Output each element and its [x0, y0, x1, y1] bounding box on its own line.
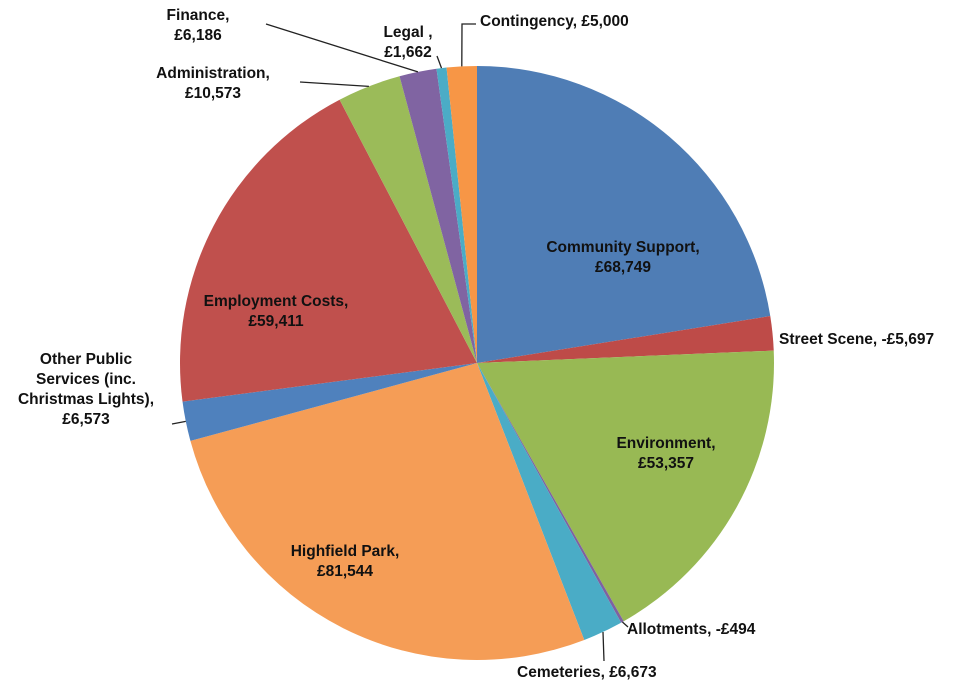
label-legal: Legal , £1,662 — [383, 24, 432, 61]
label-contingency: Contingency, £5,000 — [480, 13, 629, 30]
label-community-support: Community Support, £68,749 — [546, 239, 699, 276]
label-line: £53,357 — [638, 455, 694, 472]
slice-cemeteries — [477, 363, 622, 640]
label-line: £1,662 — [384, 44, 431, 61]
leader-line-legal — [436, 55, 443, 69]
slice-labels: Community Support, £68,749 Street Scene, -… — [18, 7, 934, 681]
slice-finance — [399, 68, 477, 363]
slice-employment-costs — [179, 99, 478, 402]
slice-community-support — [477, 66, 771, 363]
label-line: £68,749 — [595, 259, 651, 276]
leader-line-cemeteries — [602, 631, 605, 662]
label-line: Christmas Lights), — [18, 391, 154, 408]
slice-administration — [339, 76, 477, 363]
label-environment: Environment, £53,357 — [616, 435, 715, 472]
label-line: Other Public — [40, 351, 133, 368]
slice-contingency — [446, 66, 477, 363]
label-line: £59,411 — [248, 313, 304, 330]
slice-street-scene — [477, 316, 774, 363]
pie-slices — [179, 66, 774, 661]
label-cemeteries: Cemeteries, £6,673 — [517, 664, 657, 681]
leader-line-administration — [299, 81, 369, 88]
label-line: Services (inc. — [36, 371, 136, 388]
label-line: Cemeteries, £6,673 — [517, 664, 657, 681]
label-line: £6,186 — [174, 27, 222, 44]
label-line: £10,573 — [185, 85, 241, 102]
label-line: Community Support, — [546, 239, 699, 256]
label-line: £6,573 — [62, 411, 110, 428]
slice-highfield-park — [190, 363, 585, 661]
slice-allotments — [477, 363, 624, 623]
label-line: Highfield Park, — [291, 543, 400, 560]
leader-lines — [171, 23, 629, 662]
label-line: Administration, — [156, 65, 270, 82]
label-highfield-park: Highfield Park, £81,544 — [291, 543, 400, 580]
label-line: Finance, — [167, 7, 230, 24]
label-employment-costs: Employment Costs, £59,411 — [204, 293, 349, 330]
slice-environment — [477, 350, 774, 622]
leader-line-other-public-services-inc-christmas-lights — [171, 420, 186, 425]
label-line: Environment, — [616, 435, 715, 452]
label-finance: Finance, £6,186 — [167, 7, 230, 44]
slice-other-public-services-inc-christmas-lights — [182, 363, 477, 441]
label-allotments: Allotments, -£494 — [627, 621, 756, 638]
label-line: Contingency, £5,000 — [480, 13, 629, 30]
leader-line-allotments — [621, 621, 629, 628]
leader-line-contingency — [461, 23, 476, 67]
label-administration: Administration, £10,573 — [156, 65, 270, 102]
label-street-scene: Street Scene, -£5,697 — [779, 331, 934, 348]
label-line: £81,544 — [317, 563, 373, 580]
label-line: Street Scene, -£5,697 — [779, 331, 934, 348]
label-line: Employment Costs, — [204, 293, 349, 310]
label-line: Allotments, -£494 — [627, 621, 756, 638]
label-line: Legal , — [383, 24, 432, 41]
label-other-public-services-inc-christmas-lights: Other Public Services (inc. Christmas Ligh… — [18, 351, 154, 428]
slice-legal — [436, 67, 477, 363]
leader-line-finance — [265, 23, 419, 73]
